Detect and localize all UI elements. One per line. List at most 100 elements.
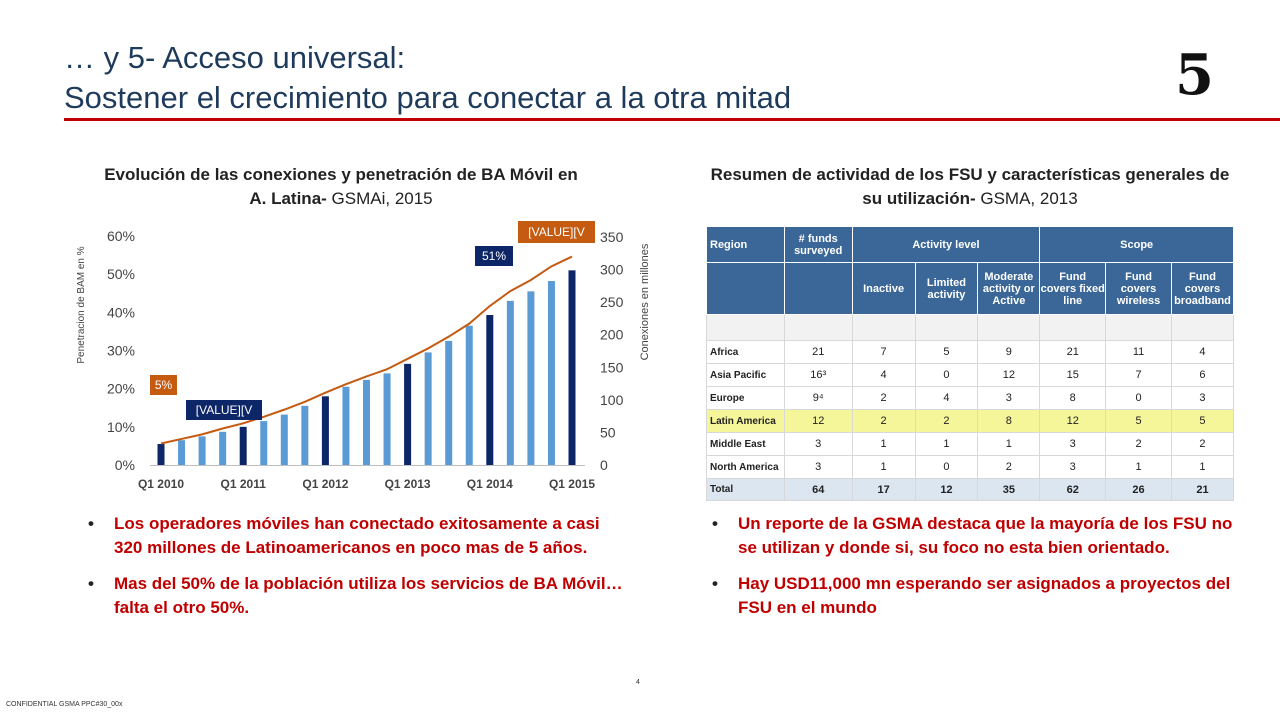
chart-bar bbox=[527, 291, 535, 465]
chart-bar bbox=[568, 270, 576, 465]
fsu-summary-table: Region # funds surveyed Activity level S… bbox=[706, 226, 1235, 501]
section-number: 5 bbox=[1175, 42, 1214, 108]
chart-bar bbox=[424, 352, 432, 465]
data-label: [VALUE][V bbox=[528, 225, 584, 239]
table-cell: 2 bbox=[1105, 432, 1172, 456]
table-cell: 8 bbox=[977, 409, 1041, 433]
left-axis-title: Penetracion de BAM en % bbox=[76, 246, 87, 363]
data-label-box bbox=[186, 400, 262, 420]
chart-bar bbox=[219, 431, 227, 465]
right-bullet-2: Hay USD11,000 mn esperando ser asignados… bbox=[708, 572, 1238, 620]
table-cell: 15 bbox=[1039, 363, 1107, 387]
right-axis-tick: 200 bbox=[600, 327, 624, 343]
table-cell: 11 bbox=[1105, 340, 1172, 364]
x-axis-tick: Q1 2015 bbox=[549, 477, 595, 491]
table-cell: 3 bbox=[783, 432, 853, 456]
table-cell: 16³ bbox=[783, 363, 853, 387]
table-row: Africa 21 7 5 9 21 11 4 bbox=[706, 340, 1235, 364]
table-cell: 9 bbox=[977, 340, 1041, 364]
x-axis-tick: Q1 2012 bbox=[302, 477, 348, 491]
right-axis-tick: 0 bbox=[600, 457, 608, 473]
right-axis-tick: 50 bbox=[600, 424, 616, 440]
table-cell: 3 bbox=[977, 386, 1041, 410]
table-cell: 5 bbox=[1170, 409, 1235, 433]
right-bullet-1: Un reporte de la GSMA destaca que la may… bbox=[708, 512, 1238, 560]
table-row: North America 3 1 0 2 3 1 1 bbox=[706, 455, 1235, 479]
x-axis-tick: Q1 2014 bbox=[467, 477, 513, 491]
blank-cell bbox=[1039, 314, 1107, 341]
left-section-title: Evolución de las conexiones y penetració… bbox=[96, 163, 586, 211]
table-cell: 0 bbox=[1105, 386, 1172, 410]
data-label: 51% bbox=[482, 249, 506, 263]
table-cell: 8 bbox=[1039, 386, 1107, 410]
table-cell: 1 bbox=[851, 455, 916, 479]
title-divider bbox=[64, 118, 1280, 121]
page-number: 4 bbox=[636, 679, 640, 686]
data-label-box bbox=[518, 221, 595, 243]
x-axis-tick: Q1 2013 bbox=[385, 477, 431, 491]
chart-bar bbox=[157, 444, 165, 465]
blank-cell bbox=[1170, 314, 1235, 341]
table-row: Middle East 3 1 1 1 3 2 2 bbox=[706, 432, 1235, 456]
right-axis-tick: 100 bbox=[600, 392, 624, 408]
left-axis-tick: 50% bbox=[107, 266, 135, 282]
right-axis-tick: 350 bbox=[600, 229, 624, 245]
right-title-source: GSMA, 2013 bbox=[975, 189, 1078, 208]
header-wireless: Fund covers wireless bbox=[1105, 262, 1172, 315]
header-broadband: Fund covers broadband bbox=[1170, 262, 1235, 315]
chart-bar bbox=[383, 373, 391, 465]
table-cell: 1 bbox=[977, 432, 1041, 456]
right-axis-tick: 300 bbox=[600, 262, 624, 278]
table-cell: 2 bbox=[914, 409, 979, 433]
chart-bar bbox=[363, 379, 370, 465]
header-funds-surveyed: # funds surveyed bbox=[783, 226, 853, 263]
table-cell: 4 bbox=[914, 386, 979, 410]
left-bullet-list: Los operadores móviles han conectado exi… bbox=[84, 512, 629, 632]
table-row: Europe 9⁴ 2 4 3 8 0 3 bbox=[706, 386, 1235, 410]
chart-bar bbox=[321, 396, 329, 465]
right-bullet-list: Un reporte de la GSMA destaca que la may… bbox=[708, 512, 1238, 632]
table-cell: 2 bbox=[851, 409, 916, 433]
left-axis-tick: 30% bbox=[107, 343, 135, 359]
data-label: [VALUE][V bbox=[196, 403, 252, 417]
header-fixed-line: Fund covers fixed line bbox=[1039, 262, 1107, 315]
table-cell: 2 bbox=[977, 455, 1041, 479]
table-cell: 9⁴ bbox=[783, 386, 853, 410]
chart-bar bbox=[547, 281, 555, 465]
confidential-footer: CONFIDENTIAL GSMA PPC#30_00x bbox=[6, 701, 123, 708]
row-label: Asia Pacific bbox=[706, 363, 785, 387]
left-bullet-2: Mas del 50% de la población utiliza los … bbox=[84, 572, 629, 620]
blank-cell bbox=[977, 314, 1041, 341]
table-cell: 2 bbox=[851, 386, 916, 410]
left-bullet-1: Los operadores móviles han conectado exi… bbox=[84, 512, 629, 560]
slide-title-line2: Sostener el crecimiento para conectar a … bbox=[64, 80, 792, 115]
table-row: Asia Pacific 16³ 4 0 12 15 7 6 bbox=[706, 363, 1235, 387]
header-region: Region bbox=[706, 226, 785, 263]
row-label: Total bbox=[706, 478, 785, 501]
left-axis-tick: 20% bbox=[107, 381, 135, 397]
table-cell: 5 bbox=[1105, 409, 1172, 433]
table-cell: 6 bbox=[1170, 363, 1235, 387]
table-cell: 21 bbox=[1039, 340, 1107, 364]
table-cell: 64 bbox=[783, 478, 853, 501]
table-cell: 7 bbox=[851, 340, 916, 364]
blank-cell bbox=[706, 314, 785, 341]
blank-cell bbox=[851, 314, 916, 341]
table-row: Total 64 17 12 35 62 26 21 bbox=[706, 478, 1235, 501]
blank-cell bbox=[1105, 314, 1172, 341]
left-axis-tick: 60% bbox=[107, 228, 135, 244]
table-cell: 1 bbox=[851, 432, 916, 456]
row-label: Latin America bbox=[706, 409, 785, 433]
table-row: Latin America 12 2 2 8 12 5 5 bbox=[706, 409, 1235, 433]
chart-bar bbox=[198, 436, 206, 465]
right-title-bold: Resumen de actividad de los FSU y caract… bbox=[710, 165, 1230, 208]
data-label-box bbox=[475, 246, 513, 266]
table-cell: 26 bbox=[1105, 478, 1172, 501]
table-cell: 17 bbox=[851, 478, 916, 501]
table-cell: 12 bbox=[977, 363, 1041, 387]
chart-bar bbox=[301, 405, 309, 465]
fsu-table-body: Africa 21 7 5 9 21 11 4 Asia Pacific 16³ 4 0 12 15 7 6 E… bbox=[706, 340, 1235, 501]
chart-bar bbox=[260, 421, 268, 465]
chart-bar bbox=[445, 340, 453, 465]
